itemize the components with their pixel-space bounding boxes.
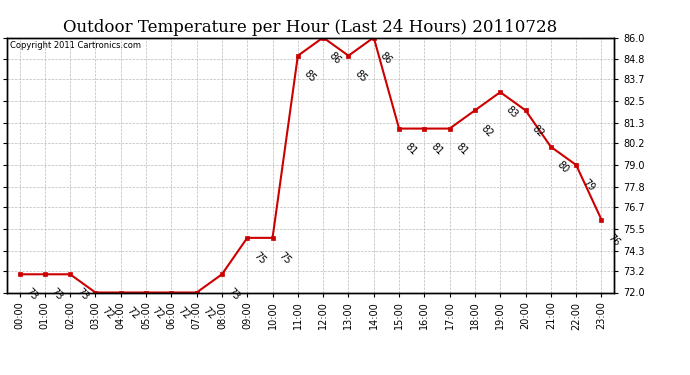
Text: 72: 72 <box>125 305 141 321</box>
Text: 72: 72 <box>99 305 115 321</box>
Text: 81: 81 <box>428 141 444 157</box>
Text: Copyright 2011 Cartronics.com: Copyright 2011 Cartronics.com <box>10 41 141 50</box>
Text: 86: 86 <box>378 50 394 66</box>
Text: 72: 72 <box>175 305 191 321</box>
Text: 73: 73 <box>23 287 39 303</box>
Text: 82: 82 <box>530 123 546 139</box>
Text: 73: 73 <box>75 287 90 303</box>
Text: 72: 72 <box>150 305 166 321</box>
Text: 72: 72 <box>201 305 217 321</box>
Text: 73: 73 <box>49 287 65 303</box>
Text: 80: 80 <box>555 159 571 175</box>
Text: 75: 75 <box>277 251 293 266</box>
Text: 81: 81 <box>454 141 470 157</box>
Text: 79: 79 <box>580 177 596 194</box>
Text: 81: 81 <box>403 141 419 157</box>
Text: 86: 86 <box>327 50 343 66</box>
Text: 73: 73 <box>226 287 242 303</box>
Text: 83: 83 <box>504 105 520 120</box>
Text: 76: 76 <box>606 232 622 248</box>
Text: 85: 85 <box>353 68 368 84</box>
Text: 85: 85 <box>302 68 318 84</box>
Text: 82: 82 <box>479 123 495 139</box>
Title: Outdoor Temperature per Hour (Last 24 Hours) 20110728: Outdoor Temperature per Hour (Last 24 Ho… <box>63 19 558 36</box>
Text: 75: 75 <box>251 251 267 266</box>
